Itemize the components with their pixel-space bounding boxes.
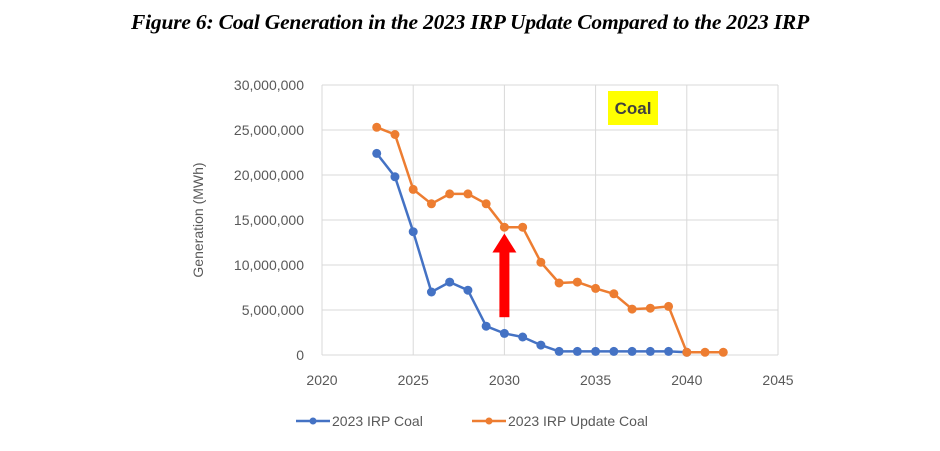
data-point-2023-irp-coal bbox=[390, 172, 400, 182]
data-point-2023-irp-coal bbox=[645, 346, 655, 356]
data-point-2023-irp-update-coal bbox=[700, 347, 710, 357]
series-line-2023-irp-update-coal bbox=[376, 126, 724, 354]
y-axis-ticks: 0 5,000,000 10,000,000 15,000,000 20,000,000… bbox=[234, 77, 304, 363]
coal-annotation-highlight bbox=[608, 91, 658, 125]
legend-item-2023-irp-coal: 2023 IRP Coal bbox=[296, 413, 423, 429]
x-tick-label: 2030 bbox=[489, 372, 520, 388]
figure-title: Figure 6: Coal Generation in the 2023 IR… bbox=[130, 10, 810, 34]
data-point-2023-irp-coal bbox=[609, 346, 619, 356]
coal-annotation-text: Coal bbox=[615, 99, 652, 118]
red-arrow bbox=[492, 233, 517, 318]
data-point-2023-irp-coal bbox=[481, 321, 491, 331]
data-point-2023-irp-update-coal bbox=[445, 189, 455, 199]
data-point-2023-irp-update-coal bbox=[390, 130, 400, 139]
data-point-2023-irp-update-coal bbox=[682, 347, 692, 357]
data-point-2023-irp-update-coal bbox=[554, 278, 564, 288]
data-point-2023-irp-coal bbox=[536, 340, 546, 350]
data-point-2023-irp-coal bbox=[408, 227, 418, 237]
data-point-2023-irp-update-coal bbox=[408, 184, 418, 194]
y-tick-label: 25,000,000 bbox=[234, 122, 304, 138]
data-point-2023-irp-update-coal bbox=[591, 283, 601, 293]
x-tick-label: 2040 bbox=[671, 372, 702, 388]
data-point-2023-irp-update-coal bbox=[463, 189, 473, 199]
data-point-2023-irp-update-coal bbox=[572, 277, 582, 287]
legend-label-2023-irp-update-coal: 2023 IRP Update Coal bbox=[508, 413, 648, 429]
data-point-2023-irp-coal bbox=[426, 287, 436, 297]
arrow-head bbox=[492, 233, 517, 253]
y-tick-label: 15,000,000 bbox=[234, 212, 304, 228]
data-point-2023-irp-update-coal bbox=[718, 347, 728, 357]
y-tick-label: 5,000,000 bbox=[242, 302, 304, 318]
y-tick-label: 0 bbox=[296, 347, 304, 363]
x-tick-label: 2045 bbox=[762, 372, 793, 388]
legend-marker-2023-irp-update-coal bbox=[485, 417, 493, 425]
x-tick-label: 2020 bbox=[306, 372, 337, 388]
grid bbox=[321, 84, 779, 356]
data-point-2023-irp-coal bbox=[554, 346, 564, 356]
x-tick-label: 2025 bbox=[398, 372, 429, 388]
legend: 2023 IRP Coal 2023 IRP Update Coal bbox=[296, 413, 648, 429]
data-point-2023-irp-update-coal bbox=[481, 199, 491, 209]
data-point-2023-irp-coal bbox=[463, 285, 473, 295]
data-point-2023-irp-coal bbox=[445, 277, 455, 287]
series-layer bbox=[372, 122, 728, 357]
legend-label-2023-irp-coal: 2023 IRP Coal bbox=[332, 413, 423, 429]
data-point-2023-irp-coal bbox=[591, 346, 601, 356]
y-axis-title: Generation (MWh) bbox=[190, 162, 206, 277]
x-axis-ticks: 2020 2025 2030 2035 2040 2045 bbox=[306, 372, 793, 388]
y-tick-label: 10,000,000 bbox=[234, 257, 304, 273]
data-point-2023-irp-update-coal bbox=[627, 304, 637, 314]
data-point-2023-irp-update-coal bbox=[536, 257, 546, 267]
data-point-2023-irp-coal bbox=[572, 346, 582, 356]
data-point-2023-irp-update-coal bbox=[645, 303, 655, 313]
data-point-2023-irp-update-coal bbox=[664, 301, 674, 311]
x-tick-label: 2035 bbox=[580, 372, 611, 388]
data-point-2023-irp-coal bbox=[664, 346, 674, 356]
legend-marker-2023-irp-coal bbox=[309, 417, 317, 425]
data-point-2023-irp-coal bbox=[518, 332, 528, 342]
data-point-2023-irp-update-coal bbox=[426, 199, 436, 209]
coal-annotation: Coal bbox=[608, 91, 658, 125]
legend-item-2023-irp-update-coal: 2023 IRP Update Coal bbox=[472, 413, 648, 429]
data-point-2023-irp-update-coal bbox=[609, 289, 619, 299]
series-line-2023-irp-coal bbox=[375, 152, 687, 354]
data-point-2023-irp-update-coal bbox=[372, 122, 382, 132]
y-tick-label: 20,000,000 bbox=[234, 167, 304, 183]
data-point-2023-irp-coal bbox=[372, 148, 382, 158]
y-tick-label: 30,000,000 bbox=[234, 77, 304, 93]
data-point-2023-irp-coal bbox=[499, 328, 509, 338]
data-point-2023-irp-coal bbox=[627, 346, 637, 356]
data-point-2023-irp-update-coal bbox=[499, 222, 509, 232]
data-point-2023-irp-update-coal bbox=[518, 222, 528, 232]
arrow-shaft bbox=[499, 251, 510, 318]
